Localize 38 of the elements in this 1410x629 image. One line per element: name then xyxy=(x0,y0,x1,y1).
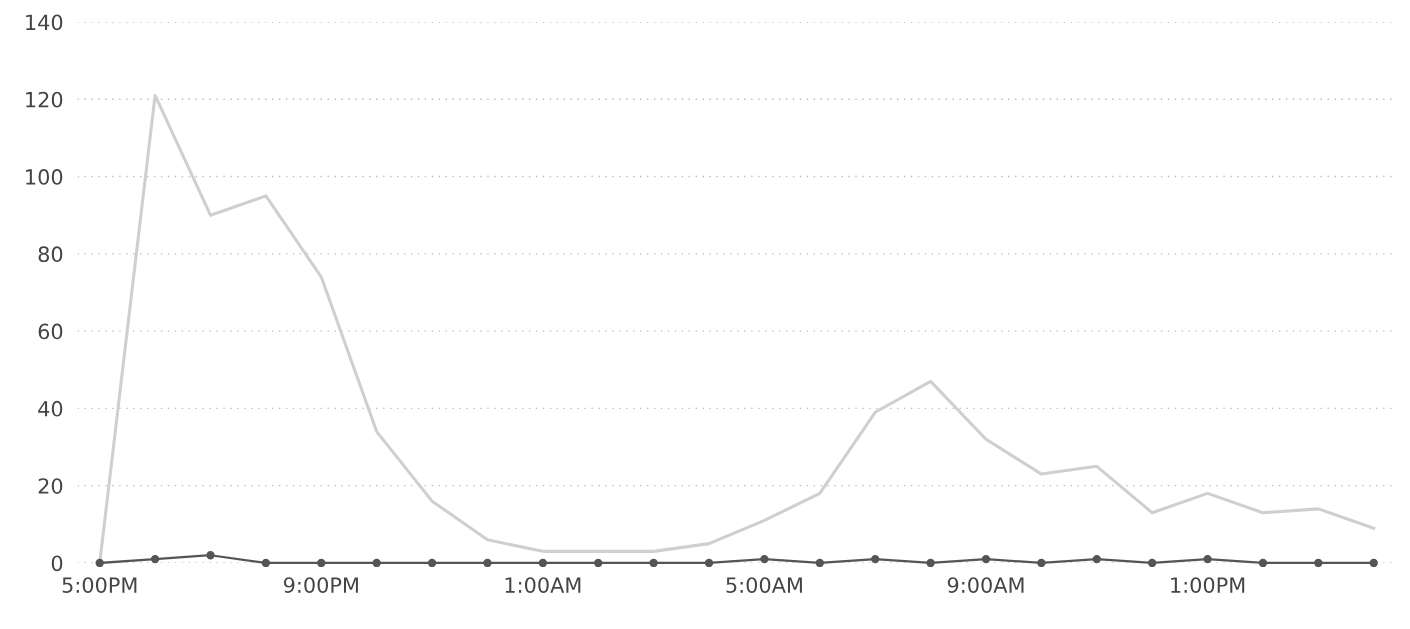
point xyxy=(594,558,603,568)
point xyxy=(1258,558,1268,568)
point xyxy=(538,558,548,568)
x-tick-label: 5:00PM xyxy=(62,577,137,593)
point xyxy=(1148,558,1157,568)
point xyxy=(926,558,935,568)
point xyxy=(760,554,769,564)
y-tick-label: 100 xyxy=(26,169,63,185)
x-tick-label: 5:00AM xyxy=(726,577,802,593)
y-tick-label: 120 xyxy=(26,91,63,108)
point xyxy=(317,558,326,568)
y-tick-label: 0 xyxy=(51,555,63,572)
point xyxy=(1092,554,1101,564)
point xyxy=(206,551,215,560)
point xyxy=(704,558,714,568)
y-tick-label: 80 xyxy=(38,246,63,263)
point xyxy=(1203,554,1212,564)
y-tick-label: 140 xyxy=(26,14,63,31)
x-tick-label: 9:00PM xyxy=(283,577,358,593)
point xyxy=(261,558,271,568)
point xyxy=(1037,558,1046,568)
point xyxy=(95,558,104,568)
y-tick-label: 60 xyxy=(38,323,63,340)
point xyxy=(649,558,658,568)
point xyxy=(1314,558,1323,568)
point xyxy=(150,554,160,564)
point xyxy=(871,554,880,564)
point xyxy=(427,558,437,568)
point xyxy=(372,558,381,568)
y-tick-label: 40 xyxy=(38,400,63,417)
point xyxy=(1369,558,1378,568)
y-tick-label: 20 xyxy=(38,478,63,494)
point xyxy=(815,558,824,568)
point xyxy=(981,554,991,564)
x-tick-label: 1:00PM xyxy=(1171,577,1245,593)
x-tick-label: 1:00AM xyxy=(505,577,581,593)
x-tick-label: 9:00AM xyxy=(947,577,1024,593)
point xyxy=(483,558,492,568)
